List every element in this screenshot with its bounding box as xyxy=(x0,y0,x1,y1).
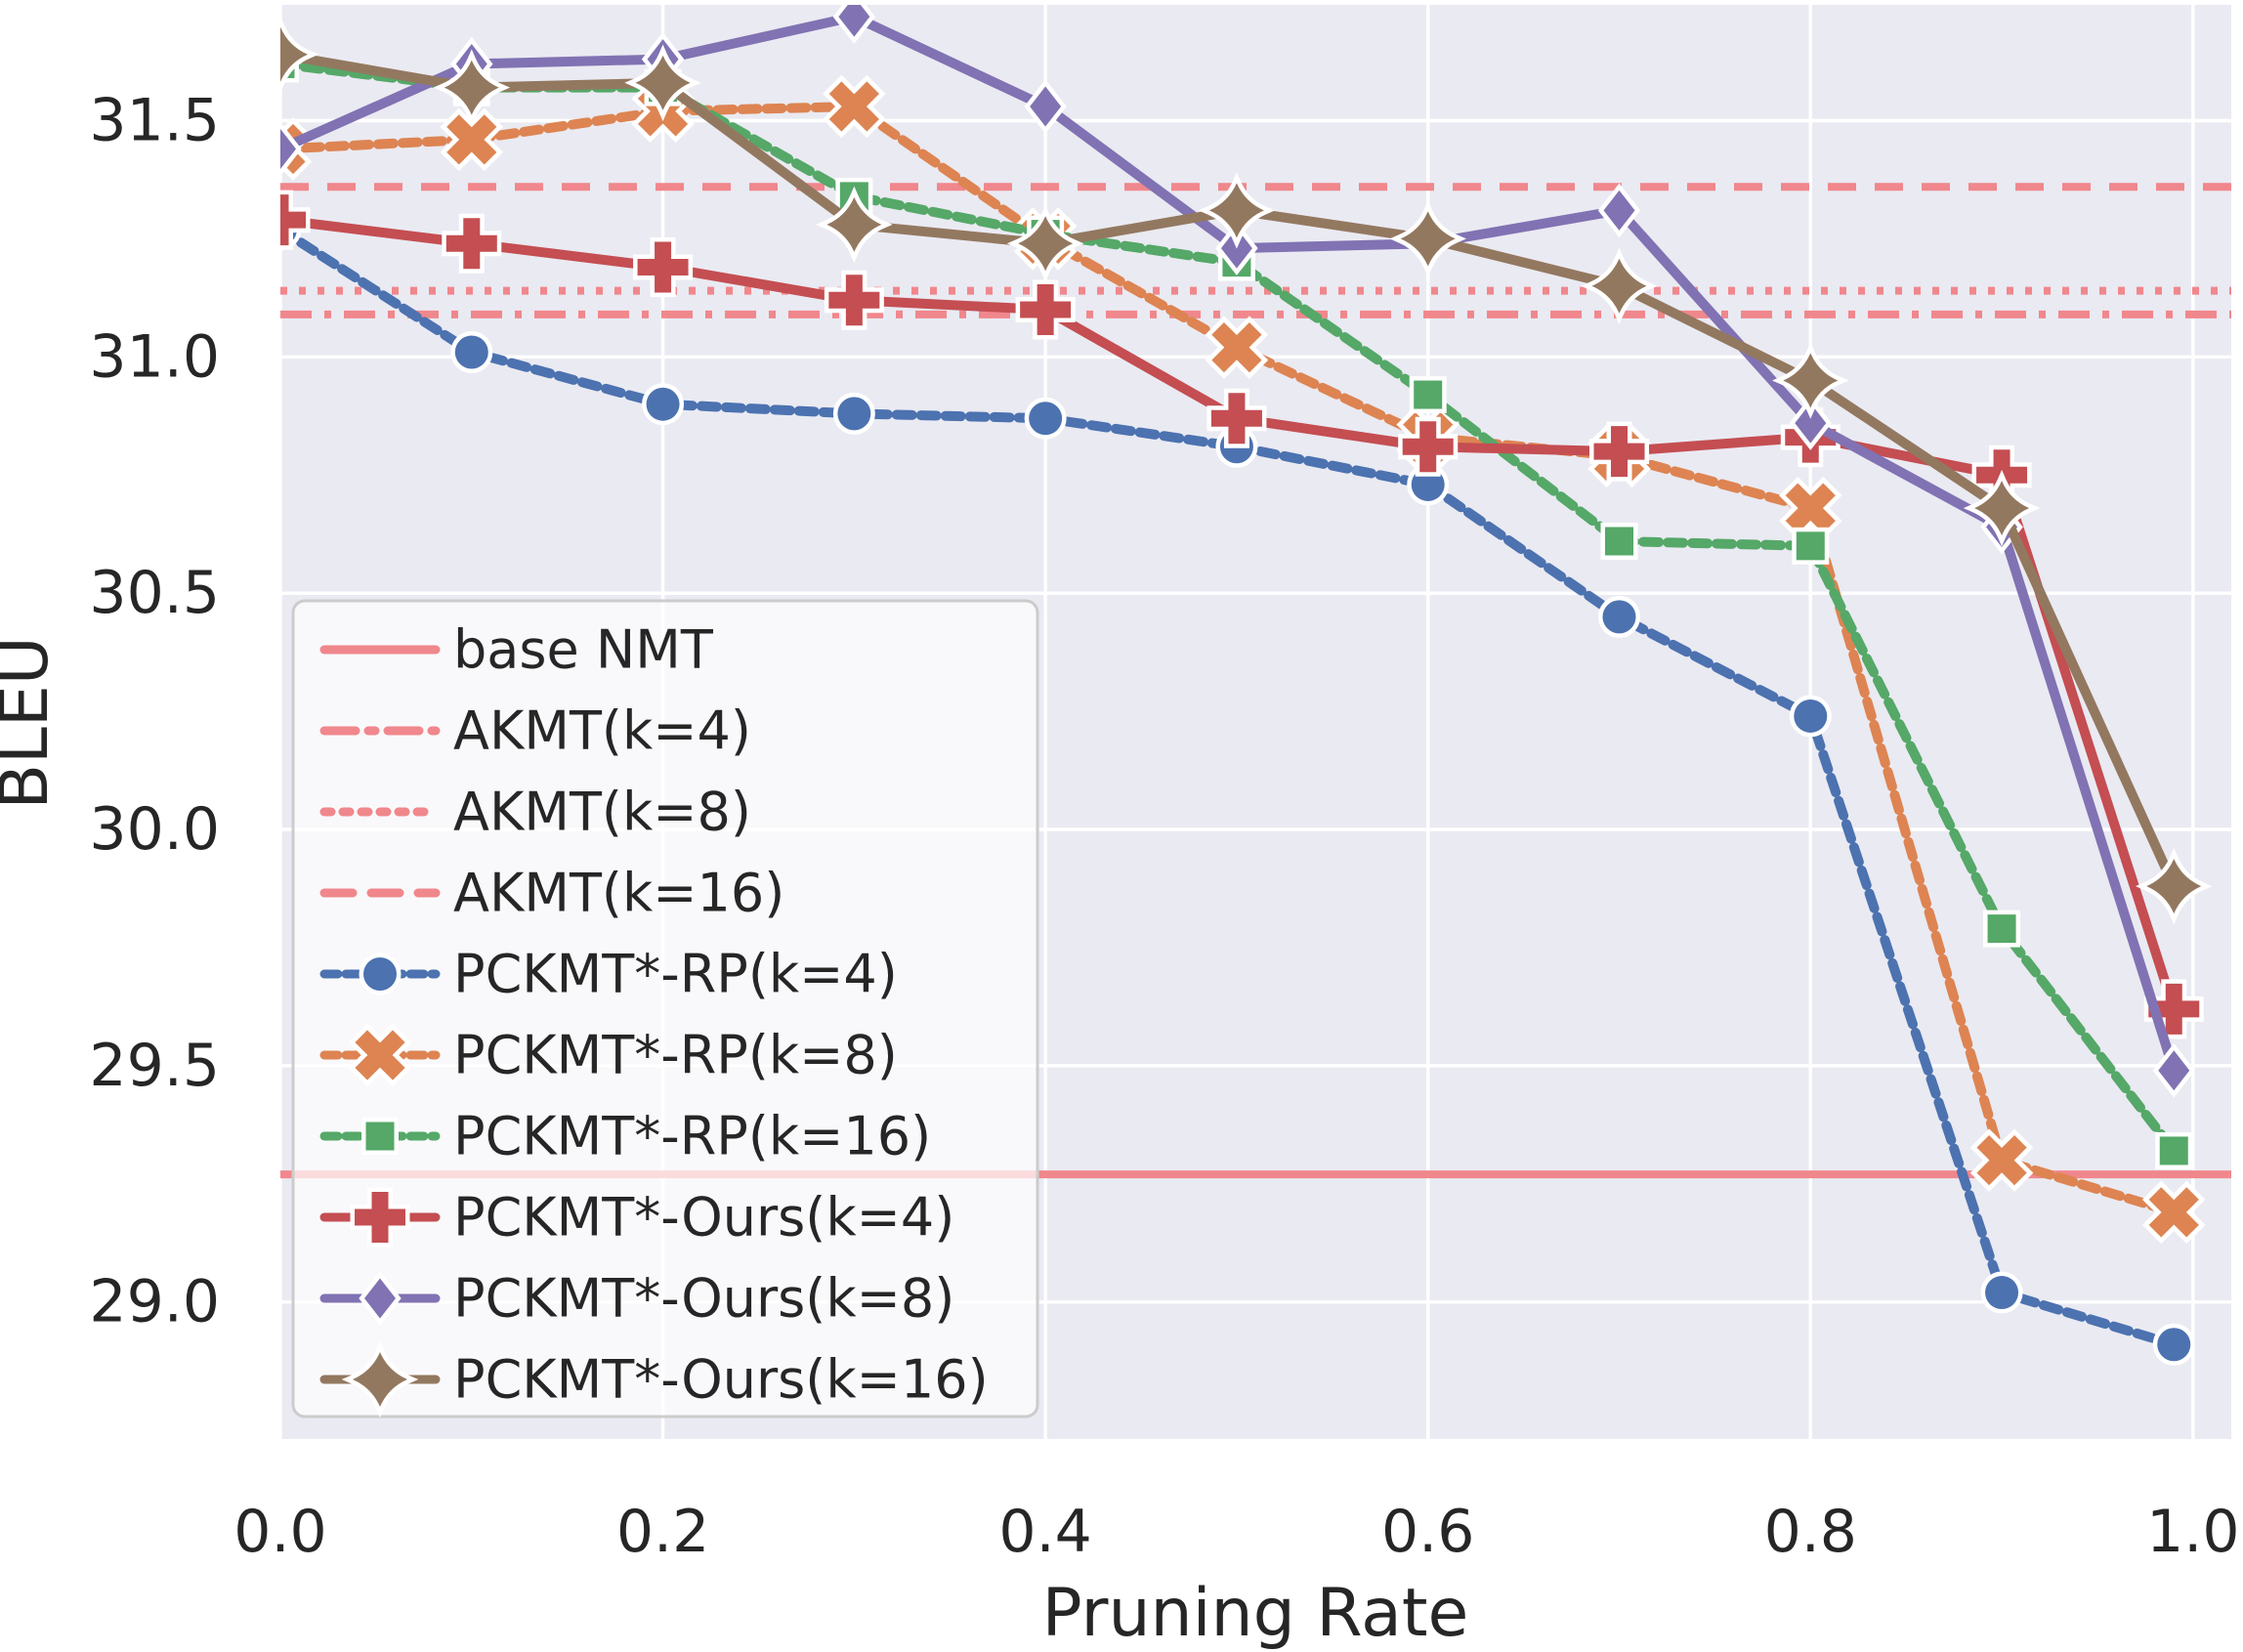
legend-label: PCKMT*-RP(k=8) xyxy=(453,1025,898,1086)
legend-item: AKMT(k=16) xyxy=(319,863,784,924)
x-marker xyxy=(823,74,886,139)
y-tick-label: 31.5 xyxy=(89,87,220,155)
x-marker xyxy=(348,1023,412,1087)
diamond-marker xyxy=(832,5,876,44)
plus-marker xyxy=(1015,279,1076,340)
legend-item: AKMT(k=4) xyxy=(319,700,751,762)
legend-item: PCKMT*-RP(k=8) xyxy=(319,1023,898,1087)
plus-marker xyxy=(280,190,311,250)
circle-marker xyxy=(1789,695,1832,738)
plus-marker xyxy=(1398,416,1459,477)
star4-marker xyxy=(1198,172,1276,249)
square-marker xyxy=(361,1118,399,1155)
legend-item: PCKMT*-Ours(k=8) xyxy=(319,1268,954,1330)
diamond-marker xyxy=(280,121,302,177)
legend-label: AKMT(k=8) xyxy=(453,782,751,843)
x-marker xyxy=(1205,316,1269,379)
legend-box xyxy=(291,599,1039,1419)
circle-marker xyxy=(1024,397,1067,440)
diamond-marker xyxy=(359,1271,402,1326)
series-PCKMT*-Ours(k=4) xyxy=(280,190,2204,1039)
x-tick-label: 0.8 xyxy=(1764,1498,1857,1566)
star4-marker xyxy=(624,44,701,122)
circle-marker xyxy=(642,383,685,426)
plus-marker xyxy=(1588,421,1649,482)
y-tick-label: 29.5 xyxy=(89,1032,220,1100)
star4-marker xyxy=(1581,247,1658,325)
diamond-marker xyxy=(1597,183,1641,238)
legend-label: PCKMT*-RP(k=16) xyxy=(453,1106,931,1167)
legend-label: base NMT xyxy=(453,619,714,681)
legend-label: PCKMT*-Ours(k=8) xyxy=(453,1268,954,1330)
legend-item: base NMT xyxy=(319,619,714,681)
star4-marker xyxy=(1389,200,1466,277)
square-marker xyxy=(1600,522,1638,560)
series-PCKMT*-Ours(k=16) xyxy=(280,16,2213,925)
plus-marker xyxy=(2143,979,2204,1039)
circle-marker xyxy=(450,331,493,374)
circle-marker xyxy=(832,392,875,435)
legend-item: PCKMT*-RP(k=4) xyxy=(319,944,898,1005)
star4-marker xyxy=(1006,205,1084,282)
legend: base NMT AKMT(k=4) AKMT(k=8) AKMT(k=16) PCKM… xyxy=(291,599,1039,1419)
circle-marker xyxy=(1597,595,1640,638)
star4-marker xyxy=(433,49,511,126)
x-tick-label: 1.0 xyxy=(2146,1498,2239,1566)
x-marker xyxy=(280,117,313,181)
x-axis-title: Pruning Rate xyxy=(1042,1575,1469,1652)
legend-label: PCKMT*-Ours(k=16) xyxy=(453,1349,989,1411)
star4-marker xyxy=(2136,847,2213,925)
plus-marker xyxy=(824,270,884,330)
y-axis-title: BLEU xyxy=(0,636,63,809)
legend-item: PCKMT*-Ours(k=4) xyxy=(319,1187,954,1249)
y-tick-label: 31.0 xyxy=(89,322,220,391)
legend-label: AKMT(k=16) xyxy=(453,863,784,924)
y-tick-label: 30.0 xyxy=(89,795,220,864)
circle-marker xyxy=(2152,1323,2195,1366)
star4-marker xyxy=(1772,342,1849,419)
x-tick-label: 0.2 xyxy=(616,1498,709,1566)
square-marker xyxy=(1792,527,1830,565)
tick-labels: 0.0 0.2 0.4 0.6 0.8 1.0 31.5 31.0 30.5 30.0 29.5 29… xyxy=(89,87,2239,1566)
circle-marker xyxy=(1980,1271,2023,1314)
diamond-marker xyxy=(1789,396,1832,450)
star4-marker xyxy=(1963,469,2041,547)
legend-item: AKMT(k=8) xyxy=(319,782,751,843)
plus-marker xyxy=(1206,388,1267,448)
diamond-marker xyxy=(2152,1042,2195,1098)
legend-item: PCKMT*-Ours(k=16) xyxy=(319,1340,989,1419)
plus-marker xyxy=(442,213,502,274)
data-layer xyxy=(280,5,2231,1366)
y-tick-label: 30.5 xyxy=(89,559,220,627)
star4-marker xyxy=(280,16,319,94)
x-tick-label: 0.0 xyxy=(233,1498,326,1566)
square-marker xyxy=(1983,910,2021,948)
diamond-marker xyxy=(1024,79,1067,134)
square-marker xyxy=(2155,1131,2193,1169)
x-marker xyxy=(2141,1180,2206,1245)
legend-label: PCKMT*-Ours(k=4) xyxy=(453,1187,954,1249)
y-tick-label: 29.0 xyxy=(89,1268,220,1336)
x-tick-label: 0.6 xyxy=(1381,1498,1474,1566)
x-marker xyxy=(440,107,504,172)
x-marker xyxy=(1969,1128,2034,1192)
x-tick-label: 0.4 xyxy=(998,1498,1091,1566)
star4-marker xyxy=(341,1340,419,1419)
star4-marker xyxy=(816,186,893,264)
legend-label: PCKMT*-RP(k=4) xyxy=(453,944,898,1005)
plus-marker xyxy=(633,236,694,297)
circle-marker xyxy=(359,953,402,995)
legend-item: PCKMT*-RP(k=16) xyxy=(319,1106,931,1167)
legend-label: AKMT(k=4) xyxy=(453,700,751,762)
plus-marker xyxy=(350,1187,410,1248)
series-PCKMT*-RP(k=4) xyxy=(280,208,2195,1366)
square-marker xyxy=(1409,376,1447,414)
